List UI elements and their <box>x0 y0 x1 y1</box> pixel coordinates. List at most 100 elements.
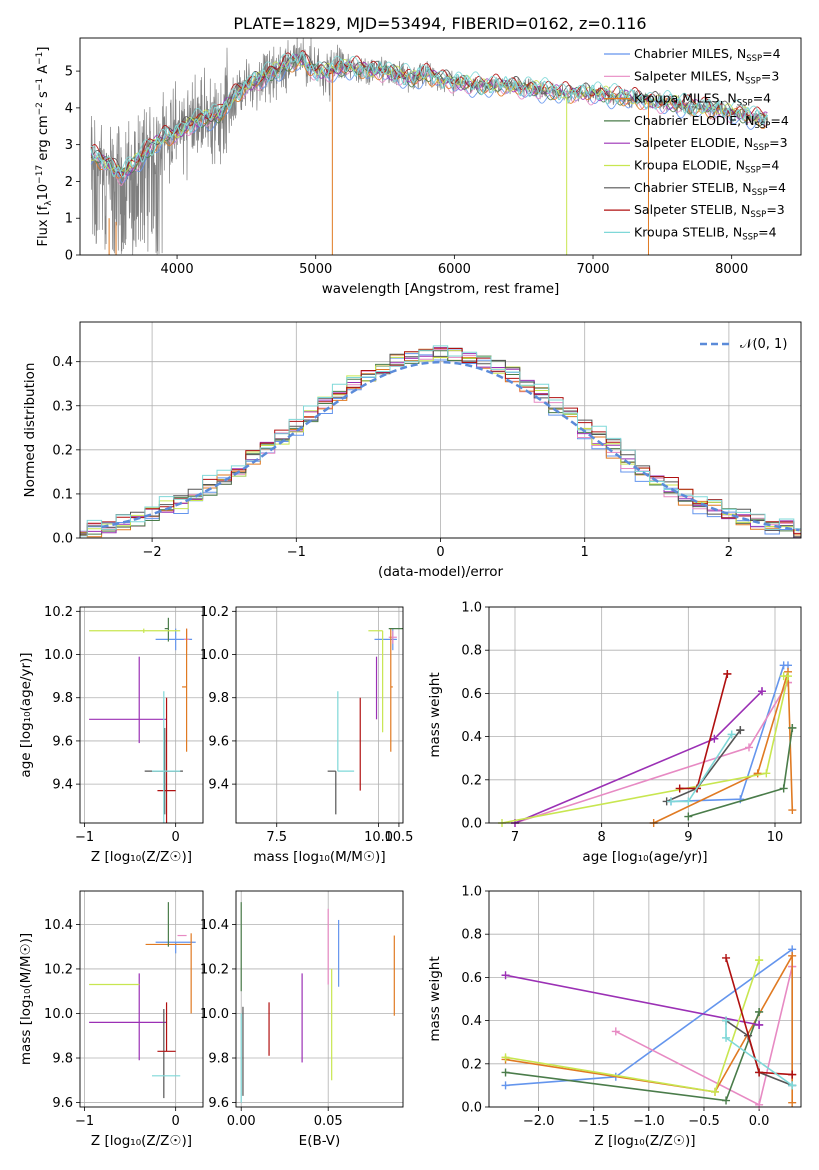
x-tick-label: 7 <box>511 830 519 845</box>
mass_vs_Z-plot <box>89 902 196 1099</box>
y-tick-label: 0.1 <box>52 487 73 502</box>
axes-frame <box>79 890 204 1108</box>
y-tick-label: 10.2 <box>44 962 73 977</box>
normal-curve <box>101 360 800 532</box>
y-tick-label: 10.4 <box>200 918 229 933</box>
age_vs_mass-plot <box>327 627 403 815</box>
x-axis-label: E(B-V) <box>299 1133 341 1149</box>
y-tick-label: 10.0 <box>44 648 73 663</box>
x-tick-label: 8000 <box>715 262 748 277</box>
legend-label: Salpeter STELIB, N <box>634 202 750 217</box>
figure-title: PLATE=1829, MJD=53494, FIBERID=0162, z=0… <box>233 14 646 33</box>
axes-frame <box>79 37 802 256</box>
y-tick-label: 10.4 <box>44 918 73 933</box>
y-tick-label: 9.4 <box>208 778 229 793</box>
axes-frame <box>235 890 404 1108</box>
x-tick-label: −2.0 <box>523 1114 555 1129</box>
legend-entry: Salpeter STELIB, NSSP=3 <box>634 202 785 220</box>
weight-marker <box>727 730 736 739</box>
weight-series-line <box>505 1011 760 1102</box>
y-label-part: A <box>36 65 51 78</box>
y-tick-label: 0.0 <box>461 817 482 832</box>
weight-marker <box>755 1068 764 1077</box>
weight-marker <box>501 1053 510 1062</box>
y-tick-label: 0.2 <box>461 1057 482 1072</box>
y-tick-label: 9.8 <box>52 691 73 706</box>
axes-frame <box>79 606 204 824</box>
x-tick-label: −1 <box>75 1114 94 1129</box>
y-tick-label: 1.0 <box>461 885 482 900</box>
y-tick-label: 5 <box>65 65 73 80</box>
x-tick-label: 6000 <box>438 262 471 277</box>
weight-series-line <box>505 959 760 1093</box>
y-tick-label: 0.2 <box>52 443 73 458</box>
weight-marker <box>788 723 797 732</box>
spectrum-plot <box>90 38 769 255</box>
x-tick-label: 4000 <box>161 262 194 277</box>
weight-marker <box>501 1068 510 1077</box>
x-tick-label: 5000 <box>299 262 332 277</box>
y-label-part: 10 <box>36 184 51 201</box>
weight-marker <box>611 1027 620 1036</box>
y-label-part: −1 <box>35 78 45 91</box>
x-tick-label: 10 <box>767 830 784 845</box>
model-spectrum-line <box>90 51 768 172</box>
legend-sub: SSP <box>737 99 753 109</box>
y-tick-label: 2 <box>65 175 73 190</box>
weight-marker <box>736 726 745 735</box>
x-tick-label: 2 <box>725 545 733 560</box>
weight_vs_age-plot <box>498 661 797 827</box>
legend-tail: =4 <box>761 158 779 173</box>
weight-marker <box>788 806 797 815</box>
weight-marker <box>711 1087 720 1096</box>
weight-series-line <box>679 673 729 790</box>
weight-marker <box>723 669 732 678</box>
weight_vs_Z-panel: −2.0 −1.5 −1.0 −0.5 0.0 0.0 0.2 0.4 0.6 0.8 1.0 Z [… <box>427 885 802 1149</box>
legend-sub: SSP <box>742 232 758 242</box>
y-axis-label: Normed distribution <box>22 363 38 498</box>
residual-histogram <box>80 347 801 538</box>
legend-label: Kroupa MILES, N <box>634 91 737 106</box>
y-label-part: −1 <box>35 52 45 65</box>
legend-entry: Chabrier ELODIE, NSSP=4 <box>634 113 789 131</box>
y-tick-label: 9.6 <box>208 1096 229 1111</box>
x-tick-label: 10.0 <box>364 830 393 845</box>
legend-label: Chabrier MILES, N <box>634 46 746 61</box>
legend-entry: Kroupa MILES, NSSP=4 <box>634 91 771 109</box>
weight-series-line <box>514 690 763 824</box>
weight-marker <box>684 797 693 806</box>
weight-marker <box>788 1098 797 1107</box>
y-tick-label: 0.2 <box>461 773 482 788</box>
y-label-part: s <box>36 91 51 102</box>
x-tick-label: −2 <box>143 545 162 560</box>
legend-entry: Kroupa STELIB, NSSP=4 <box>634 224 777 242</box>
axes-frame <box>235 606 404 824</box>
legend-label: Chabrier STELIB, N <box>634 180 752 195</box>
y-tick-label: 10.0 <box>200 648 229 663</box>
y-label-part: ] <box>36 47 51 52</box>
x-tick-label: −0.5 <box>688 1114 720 1129</box>
spectrum-panel: 4000 5000 6000 7000 8000 0 1 2 3 4 5 wavelength [An… <box>35 37 802 297</box>
legend-label: Kroupa STELIB, N <box>634 224 742 239</box>
y-tick-label: 10.2 <box>200 962 229 977</box>
weight-marker <box>755 1100 764 1109</box>
y-tick-label: 9.6 <box>208 734 229 749</box>
mass_vs_Z-panel: −1 0 9.6 9.8 10.0 10.2 10.4 Z [log₁₀(Z/Z☉)] mass… <box>18 890 204 1149</box>
weight-marker <box>753 769 762 778</box>
x-axis-label: mass [log₁₀(M/M☉)] <box>253 849 385 865</box>
age_vs_Z-plot <box>89 617 193 823</box>
x-tick-label: 9 <box>684 830 692 845</box>
residuals-plot <box>80 345 801 538</box>
weight-series-line <box>505 974 760 1026</box>
y-tick-label: 1.0 <box>461 601 482 616</box>
x-tick-label: −1 <box>75 830 94 845</box>
weight-marker <box>684 812 693 821</box>
y-tick-label: 0 <box>65 249 73 264</box>
weight_vs_age-panel: 7 8 9 10 0.0 0.2 0.4 0.6 0.8 1.0 age [log₁₀(age/yr… <box>427 601 802 865</box>
y-tick-label: 0.3 <box>52 399 73 414</box>
y-axis-label: mass weight <box>427 672 443 757</box>
legend-entry: Kroupa ELODIE, NSSP=4 <box>634 158 779 176</box>
